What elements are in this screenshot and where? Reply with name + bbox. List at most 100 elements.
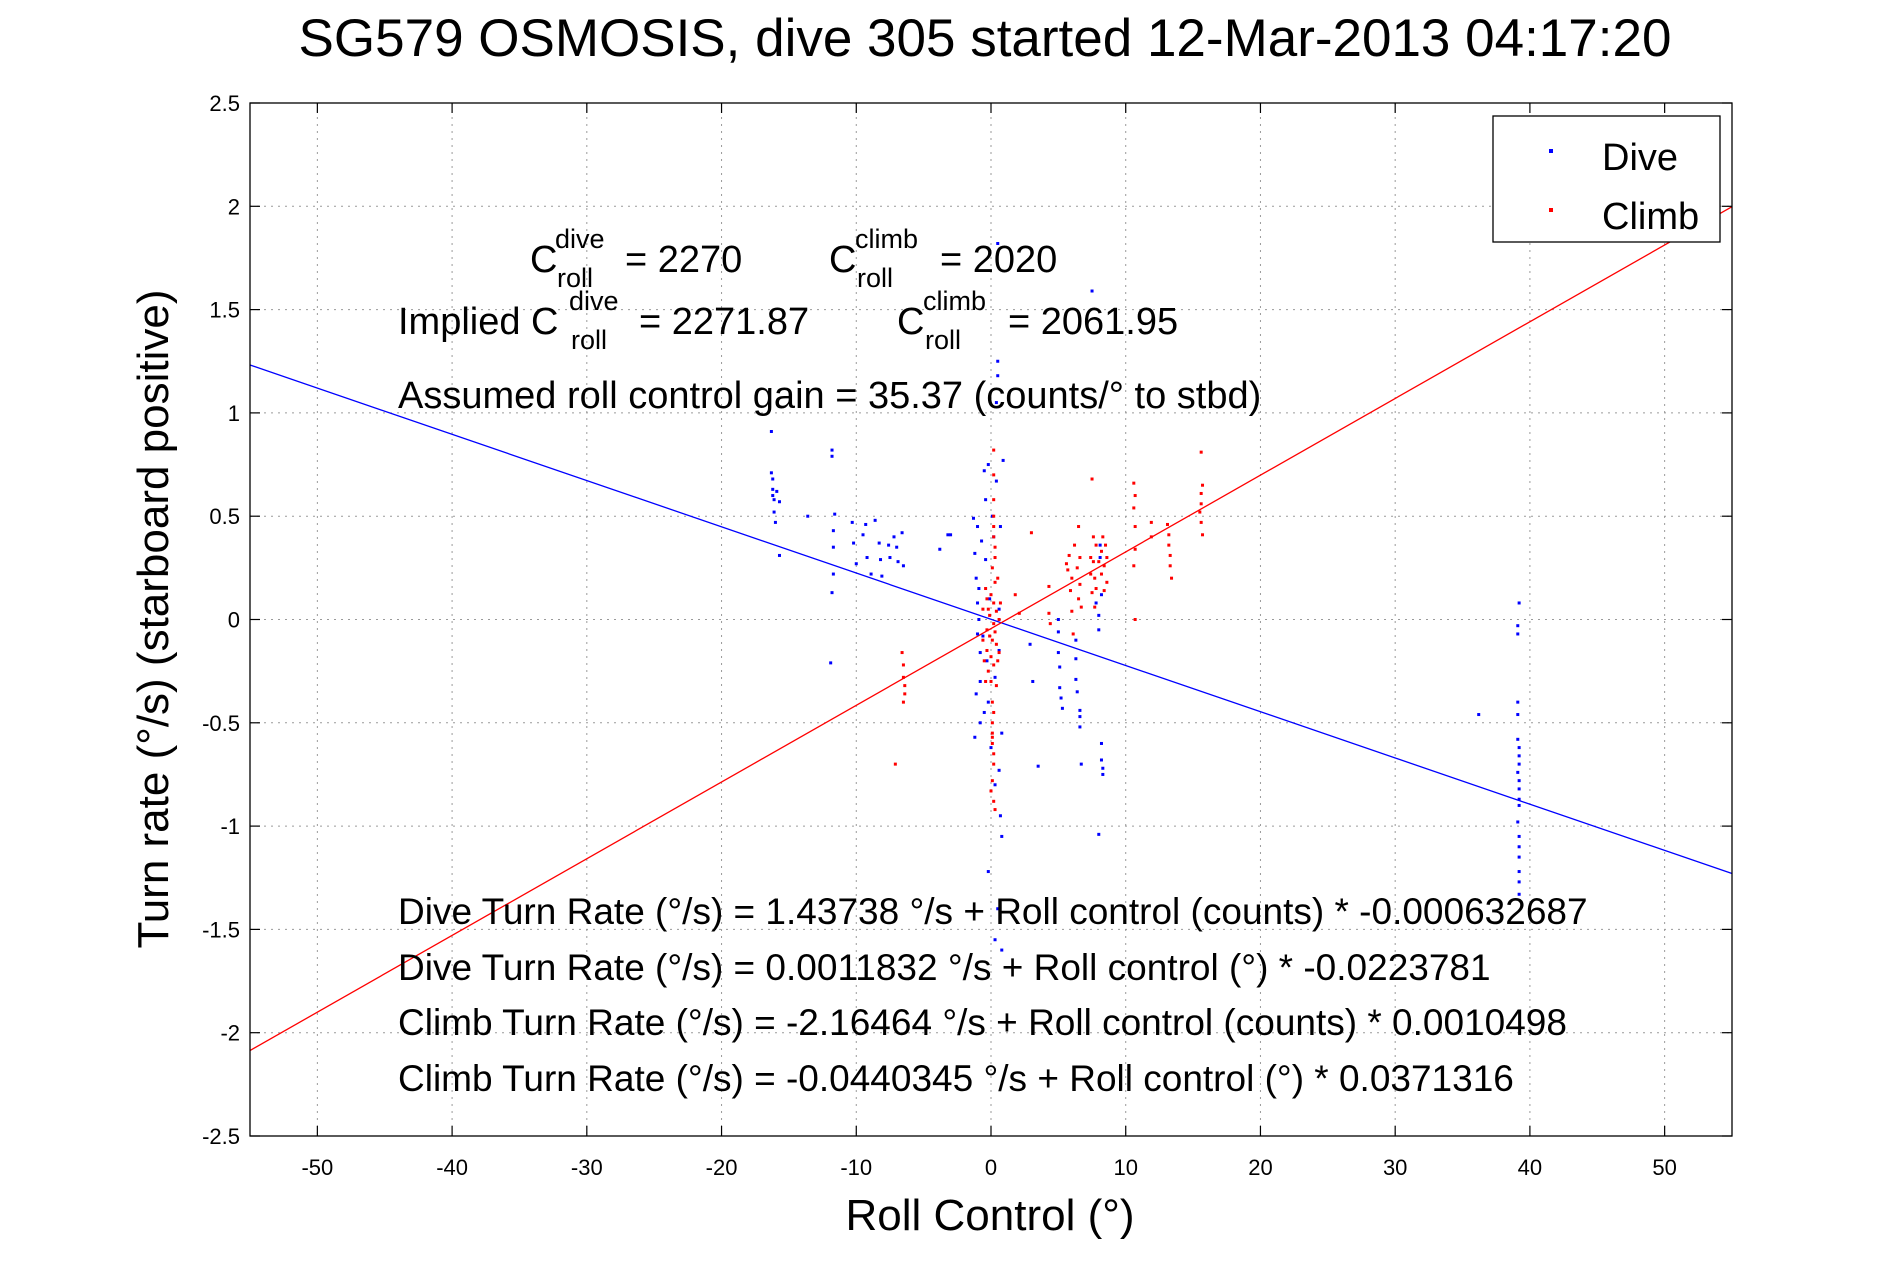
dive-point [1517,601,1521,605]
climb-point [992,473,996,477]
dive-point [769,429,773,433]
dive-point [1078,708,1082,712]
dive-point [982,469,986,473]
dive-point [946,533,950,537]
dive-point [997,648,1001,652]
dive-point [1477,713,1481,717]
climb-point [1198,510,1202,514]
dive-point [998,814,1002,818]
c-roll-dive-label: C [530,239,557,281]
climb-point [992,710,996,714]
dive-point [996,374,1000,378]
climb-point [1093,576,1097,580]
climb-point [1091,535,1095,539]
dive-point [892,535,896,539]
dive-point [996,359,1000,363]
dive-point [997,607,1001,611]
dive-point [1078,725,1082,729]
dive-point [971,516,975,520]
dive-point [1517,762,1521,766]
implied-dive-label: Implied C [398,301,559,343]
climb-point [1097,560,1101,564]
climb-point [992,601,996,605]
fit-lines [249,206,1733,1052]
climb-point [901,663,905,667]
climb-point [893,762,897,766]
climb-point [1077,525,1081,529]
climb-point [992,762,996,766]
climb-point [993,580,997,584]
dive-point [973,735,977,739]
climb-point [990,700,994,704]
dive-point [1031,679,1035,683]
climb-point [1090,591,1094,595]
climb-point [1066,568,1070,572]
climb-point [1168,553,1172,557]
dive-point [982,710,986,714]
y-tick-label: -2.5 [202,1124,240,1149]
climb-point [981,638,985,642]
climb-point [1170,576,1174,580]
dive-point [974,576,978,580]
climb-point [1133,494,1137,498]
dive-point [1028,642,1032,646]
dive-point [830,591,834,595]
dive-point [994,479,998,483]
climb-point [994,642,998,646]
climb-point [988,613,992,617]
dive-point [830,448,834,452]
dive-point [1517,880,1521,884]
dive-point [771,494,775,498]
dive-point [1058,686,1062,690]
dive-point [996,241,1000,245]
dive-point [1517,845,1521,849]
x-tick-label: 0 [985,1155,997,1180]
climb-point [1070,576,1074,580]
dive-point [984,558,988,562]
climb-point [1101,535,1105,539]
climb-point [988,634,992,638]
x-tick-label: 50 [1652,1155,1676,1180]
dive-point [981,634,985,638]
climb-point [1071,632,1075,636]
dive-point [852,541,856,545]
climb-point [1102,564,1106,568]
dive-point [879,558,883,562]
dive-point [873,518,877,522]
dive-point [986,463,990,467]
dive-point [769,471,773,475]
dive-point [869,572,873,576]
climb-point [1078,582,1082,586]
implied-dive-sub: roll [571,325,607,355]
dive-point [888,556,892,560]
x-tick-label: -10 [840,1155,872,1180]
climb-point [986,607,990,611]
climb-point [990,566,994,570]
dive-point [1056,651,1060,655]
dive-point [993,938,997,942]
climb-point [1167,533,1171,537]
dive-point [978,679,982,683]
climb-point [990,638,994,642]
dive-point [895,545,899,549]
c-roll-climb-label: C [829,239,856,281]
dive-point [901,564,905,568]
climb-point [989,655,993,659]
chart-title: SG579 OSMOSIS, dive 305 started 12-Mar-2… [299,9,1672,68]
dive-point [1099,593,1103,597]
dive-point [978,651,982,655]
dive-point [1099,741,1103,745]
dive-point [1517,746,1521,750]
x-tick-label: 40 [1518,1155,1542,1180]
dive-point [1000,834,1004,838]
dive-point [977,587,981,591]
y-tick-label: 1 [228,401,240,426]
x-tick-label: -50 [301,1155,333,1180]
legend-climb-label: Climb [1602,196,1699,238]
dive-point [938,547,942,551]
x-tick-label: 10 [1113,1155,1137,1180]
climb-point [989,679,993,683]
climb-point [997,651,1001,655]
y-tick-label: 1.5 [209,298,240,323]
y-tick-label: 0 [228,608,240,633]
